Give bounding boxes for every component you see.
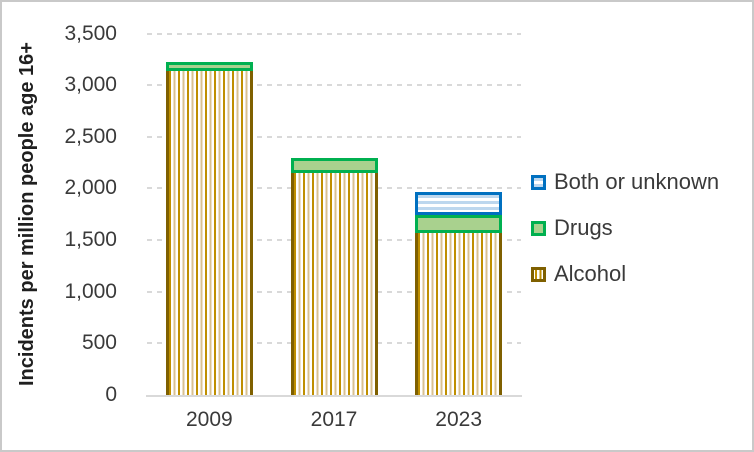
y-tick-label: 3,500 <box>64 21 117 45</box>
bar-segment-drugs-2009 <box>165 61 253 71</box>
legend-item-drugs: Drugs <box>531 215 719 240</box>
x-axis-label-2009: 2009 <box>185 408 233 431</box>
legend-label-both: Both or unknown <box>554 169 720 194</box>
y-tick-label: 0 <box>105 383 117 406</box>
x-axis-label-2017: 2017 <box>310 408 358 431</box>
bar-segment-drugs-2023 <box>415 215 503 234</box>
y-tick-label: 3,000 <box>64 73 117 97</box>
y-tick-label: 1,500 <box>64 228 117 252</box>
y-tick-label: 1,000 <box>64 279 117 303</box>
x-axis-label-2023: 2023 <box>435 408 483 431</box>
bar-segment-both-2023 <box>415 191 503 216</box>
bar-segment-alcohol-2009 <box>165 70 253 395</box>
x-axis-line <box>146 395 522 397</box>
legend-swatch-alcohol-icon <box>531 266 546 282</box>
y-tick-label: 2,000 <box>64 176 117 200</box>
legend-item-alcohol: Alcohol <box>531 261 719 286</box>
legend: Both or unknown Drugs Alcohol <box>531 169 720 308</box>
legend-swatch-drugs-icon <box>531 220 546 236</box>
y-tick-label: 2,500 <box>64 124 117 148</box>
y-tick-label: 500 <box>81 331 117 355</box>
legend-label-alcohol: Alcohol <box>554 261 627 286</box>
legend-label-drugs: Drugs <box>554 215 613 240</box>
legend-swatch-both-icon <box>531 174 546 190</box>
legend-item-both: Both or unknown <box>531 169 720 194</box>
gridline-2,500 <box>147 135 521 138</box>
gridline-3,000 <box>147 84 521 87</box>
gridline-3,500 <box>147 32 521 35</box>
bar-segment-alcohol-2017 <box>290 172 378 395</box>
bar-segment-alcohol-2023 <box>415 233 503 395</box>
bar-segment-drugs-2017 <box>290 157 378 173</box>
